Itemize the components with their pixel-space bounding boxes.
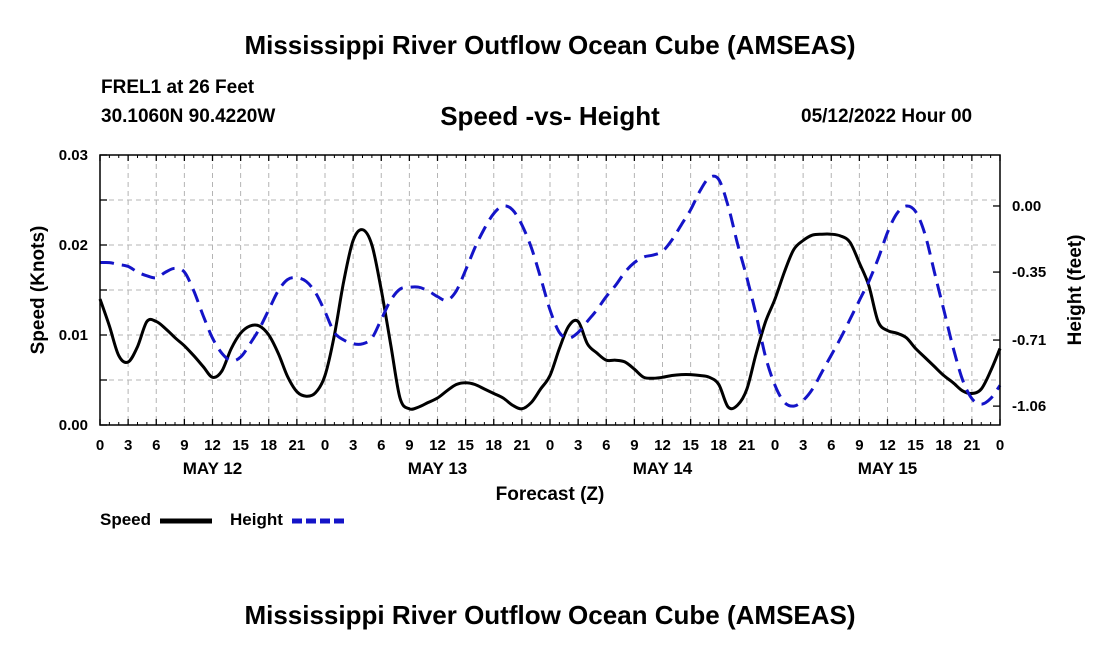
- y-tick-label: 0.01: [59, 327, 88, 344]
- x-tick-label: 3: [799, 437, 807, 454]
- x-tick-label: 6: [827, 437, 835, 454]
- day-label: MAY 15: [858, 459, 918, 478]
- x-tick-label: 21: [964, 437, 981, 454]
- y-tick-label: 0.03: [59, 147, 88, 164]
- speed-series-line: [98, 228, 1002, 411]
- station-label: FREL1 at 26 Feet: [101, 77, 255, 98]
- x-tick-label: 9: [405, 437, 413, 454]
- x-tick-label: 12: [429, 437, 446, 454]
- x-tick-label: 18: [935, 437, 952, 454]
- x-tick-label: 15: [682, 437, 699, 454]
- x-tick-label: 6: [602, 437, 610, 454]
- x-tick-label: 6: [377, 437, 385, 454]
- x-tick-label: 21: [289, 437, 306, 454]
- day-label: MAY 14: [633, 459, 693, 478]
- y2-tick-label: -1.06: [1012, 398, 1046, 415]
- legend-label-height: Height: [230, 510, 283, 529]
- x-tick-label: 18: [485, 437, 502, 454]
- x-axis-label: Forecast (Z): [496, 484, 605, 505]
- x-tick-label: 3: [574, 437, 582, 454]
- y-axis-label: Speed (Knots): [28, 226, 49, 355]
- y2-axis-label: Height (feet): [1065, 235, 1086, 346]
- legend-label-speed: Speed: [100, 510, 151, 529]
- x-tick-label: 3: [124, 437, 132, 454]
- series-layer: [98, 174, 1002, 411]
- x-tick-label: 21: [514, 437, 531, 454]
- x-tick-label: 3: [349, 437, 357, 454]
- x-tick-label: 15: [907, 437, 924, 454]
- y-tick-label: 0.02: [59, 237, 88, 254]
- station-coordinates: 30.1060N 90.4220W: [101, 106, 276, 127]
- legend: Speed Height: [100, 510, 344, 529]
- x-tick-label: 18: [710, 437, 727, 454]
- x-tick-label: 15: [232, 437, 249, 454]
- y2-tick-label: 0.00: [1012, 198, 1041, 215]
- y2-tick-label: -0.71: [1012, 332, 1046, 349]
- x-tick-label: 0: [96, 437, 104, 454]
- x-tick-label: 12: [654, 437, 671, 454]
- day-label: MAY 12: [183, 459, 243, 478]
- chart-subtitle: Speed -vs- Height: [440, 101, 660, 131]
- chart-main-title: Mississippi River Outflow Ocean Cube (AM…: [244, 30, 856, 60]
- x-tick-label: 18: [260, 437, 277, 454]
- x-tick-label: 12: [879, 437, 896, 454]
- height-series-line: [99, 174, 1002, 408]
- x-tick-label: 0: [546, 437, 554, 454]
- x-tick-label: 6: [152, 437, 160, 454]
- axis-layer: 0 3 6 9 12 15 18 21 0 3 6 9 12 15 18 21 0 3 6 9 12 15 18 21 0 3 6 9…: [59, 147, 1046, 478]
- x-tick-label: 0: [996, 437, 1004, 454]
- x-tick-label: 15: [457, 437, 474, 454]
- x-tick-label: 21: [739, 437, 756, 454]
- x-tick-label: 12: [204, 437, 221, 454]
- y2-tick-label: -0.35: [1012, 264, 1046, 281]
- day-label: MAY 13: [408, 459, 468, 478]
- x-tick-label: 0: [321, 437, 329, 454]
- forecast-datetime: 05/12/2022 Hour 00: [801, 106, 973, 127]
- grid-layer: [100, 155, 1000, 425]
- x-tick-label: 0: [771, 437, 779, 454]
- y-tick-label: 0.00: [59, 417, 88, 434]
- x-tick-label: 9: [855, 437, 863, 454]
- footer-title: Mississippi River Outflow Ocean Cube (AM…: [244, 600, 856, 630]
- x-tick-label: 9: [630, 437, 638, 454]
- x-tick-label: 9: [180, 437, 188, 454]
